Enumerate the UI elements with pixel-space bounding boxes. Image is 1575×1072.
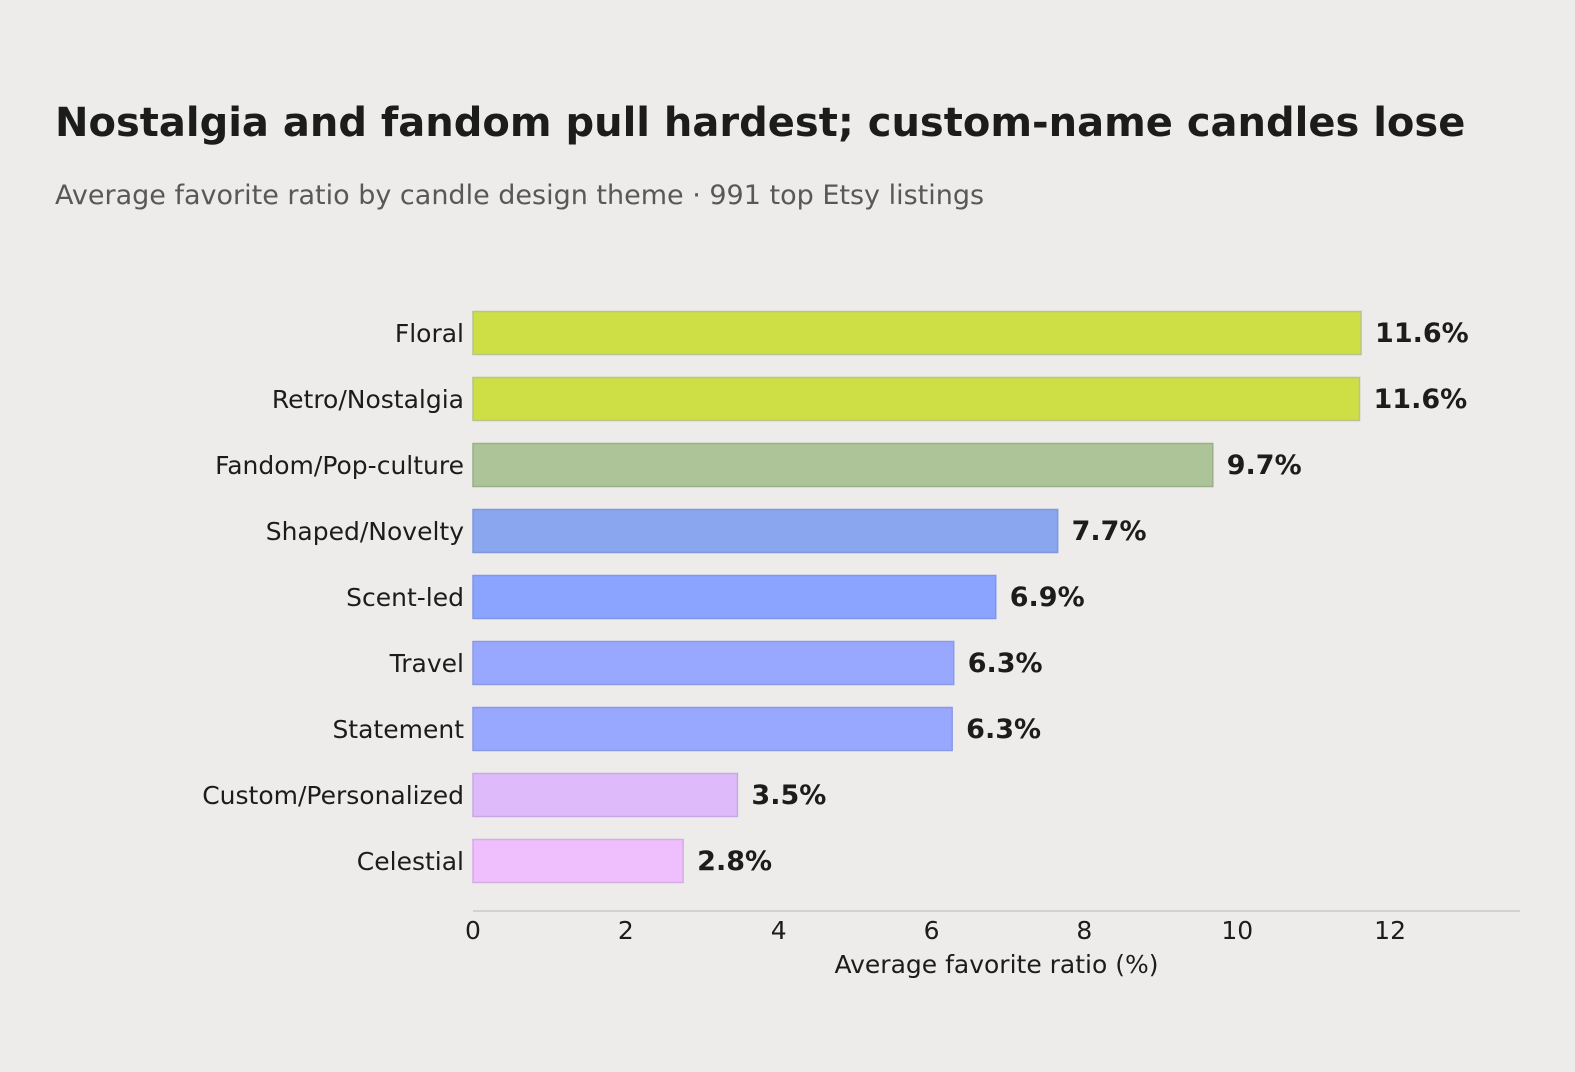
- value-label-retro-nostalgia: 11.6%: [1374, 384, 1468, 415]
- value-label-floral: 11.6%: [1375, 318, 1469, 349]
- value-label-fandom-pop-culture: 9.7%: [1227, 450, 1302, 481]
- category-label-shaped-novelty: Shaped/Novelty: [266, 517, 464, 546]
- bar-celestial: [472, 838, 684, 884]
- chart-subtitle: Average favorite ratio by candle design …: [55, 180, 985, 211]
- bar-custom-personalized: [472, 772, 739, 818]
- bar-shaped-novelty: [472, 508, 1059, 554]
- bar-travel: [472, 640, 955, 686]
- chart-title: Nostalgia and fandom pull hardest; custo…: [55, 100, 1466, 146]
- category-label-retro-nostalgia: Retro/Nostalgia: [272, 385, 464, 414]
- x-tick-label: 8: [1076, 916, 1092, 945]
- value-label-statement: 6.3%: [966, 714, 1041, 745]
- x-tick-label: 4: [771, 916, 787, 945]
- x-tick-label: 0: [465, 916, 481, 945]
- bar-statement: [472, 706, 953, 752]
- category-label-fandom-pop-culture: Fandom/Pop-culture: [215, 451, 464, 480]
- category-label-statement: Statement: [332, 715, 464, 744]
- x-tick-label: 10: [1221, 916, 1253, 945]
- category-label-travel: Travel: [389, 649, 464, 678]
- value-label-celestial: 2.8%: [697, 846, 772, 877]
- value-label-travel: 6.3%: [968, 648, 1043, 679]
- x-axis-title: Average favorite ratio (%): [834, 950, 1158, 979]
- value-label-custom-personalized: 3.5%: [751, 780, 826, 811]
- bar-floral: [472, 310, 1362, 356]
- category-label-scent-led: Scent-led: [346, 583, 464, 612]
- bar-scent-led: [472, 574, 997, 620]
- value-label-shaped-novelty: 7.7%: [1072, 516, 1147, 547]
- category-label-custom-personalized: Custom/Personalized: [202, 781, 464, 810]
- category-label-floral: Floral: [395, 319, 464, 348]
- bar-fandom-pop-culture: [472, 442, 1214, 488]
- value-label-scent-led: 6.9%: [1010, 582, 1085, 613]
- x-tick-label: 12: [1374, 916, 1406, 945]
- x-tick-label: 6: [924, 916, 940, 945]
- x-tick-label: 2: [618, 916, 634, 945]
- bar-retro-nostalgia: [472, 376, 1361, 422]
- category-label-celestial: Celestial: [357, 847, 464, 876]
